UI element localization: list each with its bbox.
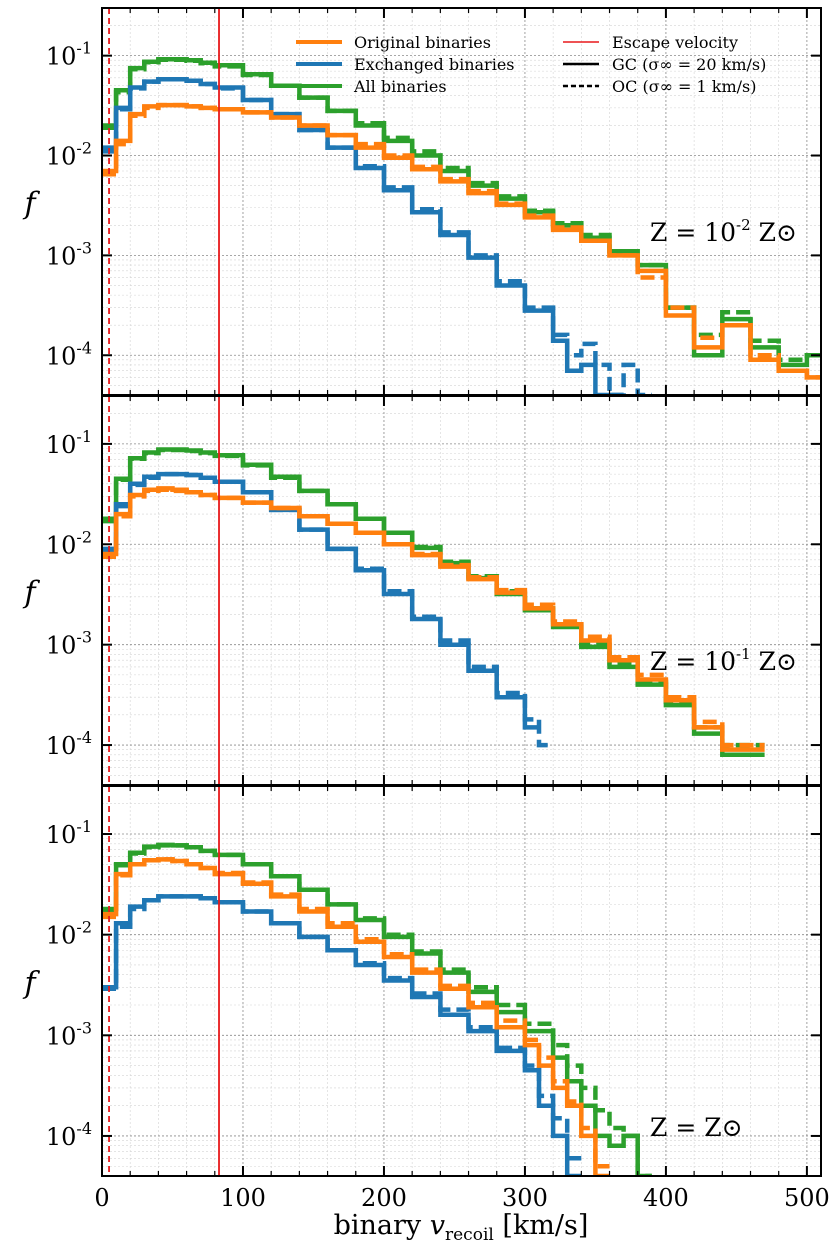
legend-label-original: Original binaries xyxy=(354,33,491,52)
y-axis-label: f xyxy=(22,966,40,1001)
series-all-binaries-dashed xyxy=(102,57,821,363)
y-tick-label: 10-3 xyxy=(46,1018,92,1050)
legend: Original binaries Exchanged binaries All… xyxy=(296,33,766,96)
series-exchanged-binaries-dashed xyxy=(102,894,582,1161)
x-axis-label-unit: [km/s] xyxy=(494,1210,589,1241)
panel-annotation: Z = Z⊙ xyxy=(650,1113,743,1142)
x-tick-label: 400 xyxy=(643,1184,689,1212)
legend-label-all: All binaries xyxy=(353,77,447,96)
y-tick-label: 10-3 xyxy=(46,628,92,660)
y-tick-label: 10-4 xyxy=(46,338,92,370)
y-tick-label: 10-3 xyxy=(46,238,92,270)
series-exchanged-binaries-solid xyxy=(102,471,539,730)
y-tick-label: 10-4 xyxy=(46,728,92,760)
y-axis-label: f xyxy=(22,187,40,222)
y-tick-label: 10-1 xyxy=(46,39,92,71)
x-tick-label: 300 xyxy=(502,1184,548,1212)
text-layer: 10-1 10-2 10-3 10-4 f Z = 10-2 Z⊙ 10-1 10-2 10-3… xyxy=(22,39,829,1212)
panel-frame xyxy=(101,785,822,1177)
y-tick-label: 10-1 xyxy=(46,817,92,849)
series-all-binaries-dashed xyxy=(102,843,652,1176)
y-tick-label: 10-1 xyxy=(46,427,92,459)
x-tick-label: 500 xyxy=(784,1184,830,1212)
legend-label-oc: OC (σ∞ = 1 km/s) xyxy=(612,77,757,96)
frame-layer xyxy=(101,7,822,1177)
x-axis-label-sub: recoil xyxy=(445,1225,494,1245)
x-tick-label: 0 xyxy=(94,1184,109,1212)
series-all-binaries-solid xyxy=(102,57,821,368)
y-tick-label: 10-2 xyxy=(46,918,92,950)
x-axis-label-main: binary xyxy=(334,1210,430,1241)
legend-label-exchanged: Exchanged binaries xyxy=(354,55,515,74)
legend-label-escape: Escape velocity xyxy=(612,33,738,52)
y-tick-label: 10-2 xyxy=(46,527,92,559)
y-axis-label: f xyxy=(22,576,40,611)
series-exchanged-binaries-dashed xyxy=(102,77,652,395)
legend-label-gc: GC (σ∞ = 20 km/s) xyxy=(612,55,766,74)
series-original-binaries-dashed xyxy=(102,102,821,380)
series-layer xyxy=(102,8,821,1176)
series-original-binaries-solid xyxy=(102,857,610,1176)
x-tick-label: 200 xyxy=(361,1184,407,1212)
panel-annotation: Z = 10-2 Z⊙ xyxy=(650,216,797,247)
x-axis-label-var: v xyxy=(430,1210,445,1241)
series-exchanged-binaries-solid xyxy=(102,894,582,1176)
x-tick-label: 100 xyxy=(220,1184,266,1212)
y-tick-label: 10-2 xyxy=(46,139,92,171)
series-original-binaries-dashed xyxy=(102,487,765,748)
x-axis-label: binary vrecoil [km/s] xyxy=(334,1210,589,1245)
series-original-binaries-dashed xyxy=(102,857,610,1169)
panel-annotation: Z = 10-1 Z⊙ xyxy=(650,645,797,676)
y-tick-label: 10-4 xyxy=(46,1119,92,1151)
